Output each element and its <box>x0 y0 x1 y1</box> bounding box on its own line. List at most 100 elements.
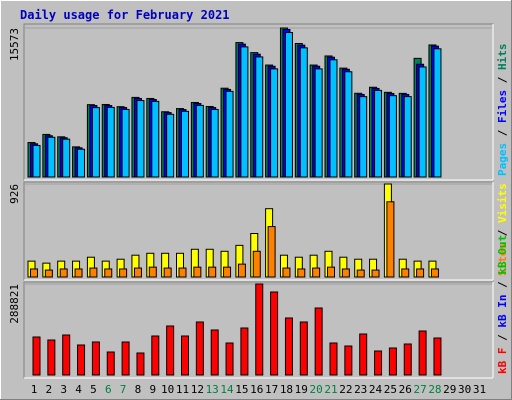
x-tick-label: 29 <box>443 383 456 396</box>
legend-entry: kB Out <box>496 235 509 275</box>
bar <box>59 268 68 278</box>
bar <box>270 68 279 178</box>
bar <box>374 350 383 376</box>
bar <box>89 267 98 278</box>
bar <box>166 325 175 376</box>
x-tick-label: 4 <box>75 383 82 396</box>
bar <box>121 108 130 178</box>
x-tick-label: 7 <box>120 383 127 396</box>
bar <box>193 266 202 278</box>
bar <box>151 100 160 178</box>
bar <box>401 268 410 278</box>
bar <box>430 268 439 278</box>
x-tick-label: 3 <box>60 383 67 396</box>
bar <box>195 104 204 178</box>
bar <box>32 144 41 178</box>
bar <box>106 351 115 376</box>
bar <box>119 268 128 278</box>
bar <box>267 226 276 278</box>
bar <box>104 268 113 278</box>
x-tick-label: 15 <box>235 383 248 396</box>
bar <box>312 267 321 278</box>
legend-entry: Visits <box>496 183 509 223</box>
bar <box>62 334 71 376</box>
bar <box>388 95 397 178</box>
bar <box>359 333 368 376</box>
bar <box>371 269 380 278</box>
x-tick-label: 16 <box>250 383 263 396</box>
x-tick-label: 13 <box>206 383 219 396</box>
bar <box>359 96 368 178</box>
legend-separator: / <box>496 328 509 348</box>
x-tick-label: 2 <box>46 383 53 396</box>
bar <box>181 335 189 376</box>
bar <box>270 291 279 376</box>
bar <box>77 344 86 376</box>
x-tick-label: 30 <box>458 383 471 396</box>
bar <box>299 321 308 376</box>
bar <box>388 347 397 376</box>
x-tick-label: 5 <box>90 383 97 396</box>
bar <box>314 307 323 376</box>
bar <box>255 56 264 178</box>
bar <box>148 266 157 278</box>
bar <box>356 269 365 278</box>
bar <box>223 266 232 278</box>
bar <box>386 201 395 278</box>
x-tick-label: 26 <box>399 383 412 396</box>
bar <box>91 341 100 376</box>
bar <box>252 250 261 278</box>
legend-entry: Files <box>496 90 509 123</box>
bar <box>240 327 249 376</box>
bar <box>195 321 204 376</box>
bar <box>284 317 293 376</box>
legend-entry: Sites <box>496 243 509 276</box>
x-tick-label: 28 <box>428 383 441 396</box>
bar <box>284 32 293 178</box>
bar <box>240 46 249 178</box>
bar <box>416 268 425 278</box>
y-tick-label: 926 <box>8 184 21 204</box>
x-tick-label: 19 <box>295 383 308 396</box>
x-tick-label: 23 <box>354 383 367 396</box>
bar <box>77 148 86 178</box>
bar <box>225 342 234 376</box>
x-tick-label: 12 <box>191 383 204 396</box>
legend-entry: kB F <box>496 348 509 375</box>
bar <box>136 100 145 178</box>
bar <box>237 263 246 278</box>
x-tick-label: 1 <box>31 383 38 396</box>
bar <box>329 342 338 376</box>
legend-separator: / <box>496 223 509 243</box>
x-tick-label: 22 <box>339 383 352 396</box>
legend-separator: / <box>496 70 509 90</box>
bar <box>106 106 115 178</box>
legend-entry: Pages <box>496 143 509 176</box>
bar <box>418 66 427 178</box>
legend: Sites / Visits <box>496 183 509 276</box>
x-tick-label: 20 <box>310 383 323 396</box>
bar <box>329 59 338 178</box>
y-tick-label: 288821 <box>8 284 21 324</box>
x-tick-label: 25 <box>384 383 397 396</box>
bar <box>181 110 189 178</box>
bar <box>32 336 41 376</box>
bar <box>282 267 291 278</box>
bar <box>91 107 100 178</box>
x-tick-label: 9 <box>149 383 156 396</box>
bar <box>433 337 442 376</box>
bar <box>47 339 56 376</box>
legend: Pages / Files / Hits <box>496 44 509 177</box>
y-tick-label: 15573 <box>8 28 21 61</box>
x-tick-label: 18 <box>280 383 293 396</box>
bar <box>314 68 323 178</box>
x-tick-label: 6 <box>105 383 112 396</box>
bar <box>327 266 335 278</box>
x-tick-label: 31 <box>473 383 486 396</box>
bar <box>403 343 412 376</box>
bar <box>208 266 217 278</box>
x-tick-label: 21 <box>324 383 337 396</box>
bar <box>255 283 264 376</box>
